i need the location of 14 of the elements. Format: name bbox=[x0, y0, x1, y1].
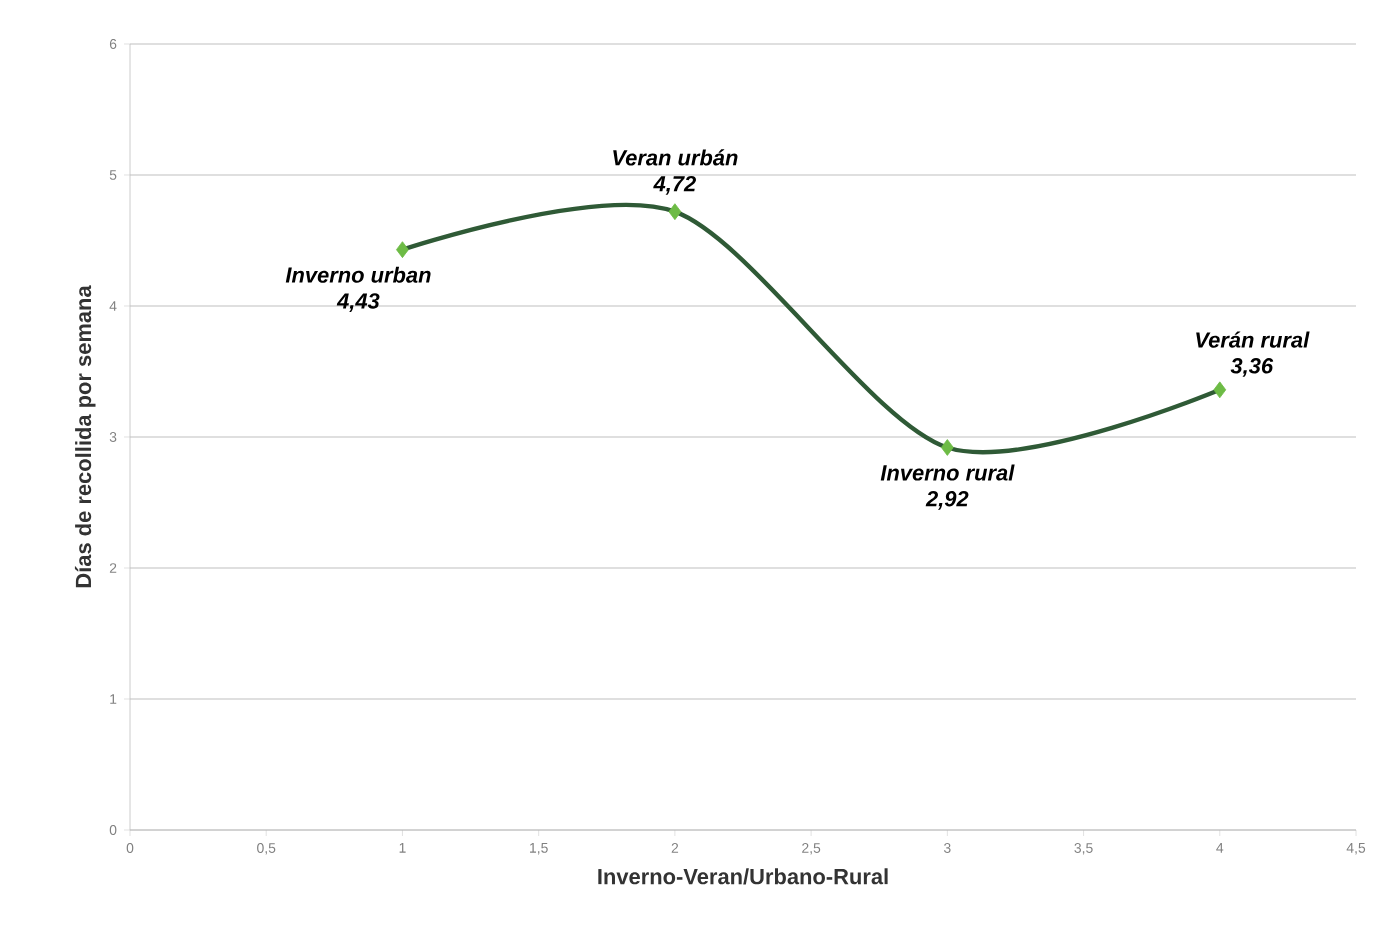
data-label: 3,36 bbox=[1230, 358, 1274, 377]
annotation: Veran urbán bbox=[613, 149, 738, 166]
annotation: Inverno rural bbox=[880, 464, 1015, 481]
point bbox=[668, 203, 682, 221]
y-axis-title: Días de recollida por semana bbox=[74, 285, 96, 588]
point bbox=[940, 439, 954, 456]
data-label: 2,92 bbox=[925, 491, 969, 510]
point bbox=[1213, 381, 1227, 399]
x-axis-title: Inverno-Veran/Urbano-Rural bbox=[598, 868, 888, 885]
point bbox=[396, 241, 409, 259]
annotation: Inverno urban bbox=[285, 266, 431, 283]
data-label: 4,72 bbox=[653, 175, 696, 195]
annotation: Verán rural bbox=[1196, 331, 1310, 348]
data-label: 4,43 bbox=[336, 293, 380, 312]
